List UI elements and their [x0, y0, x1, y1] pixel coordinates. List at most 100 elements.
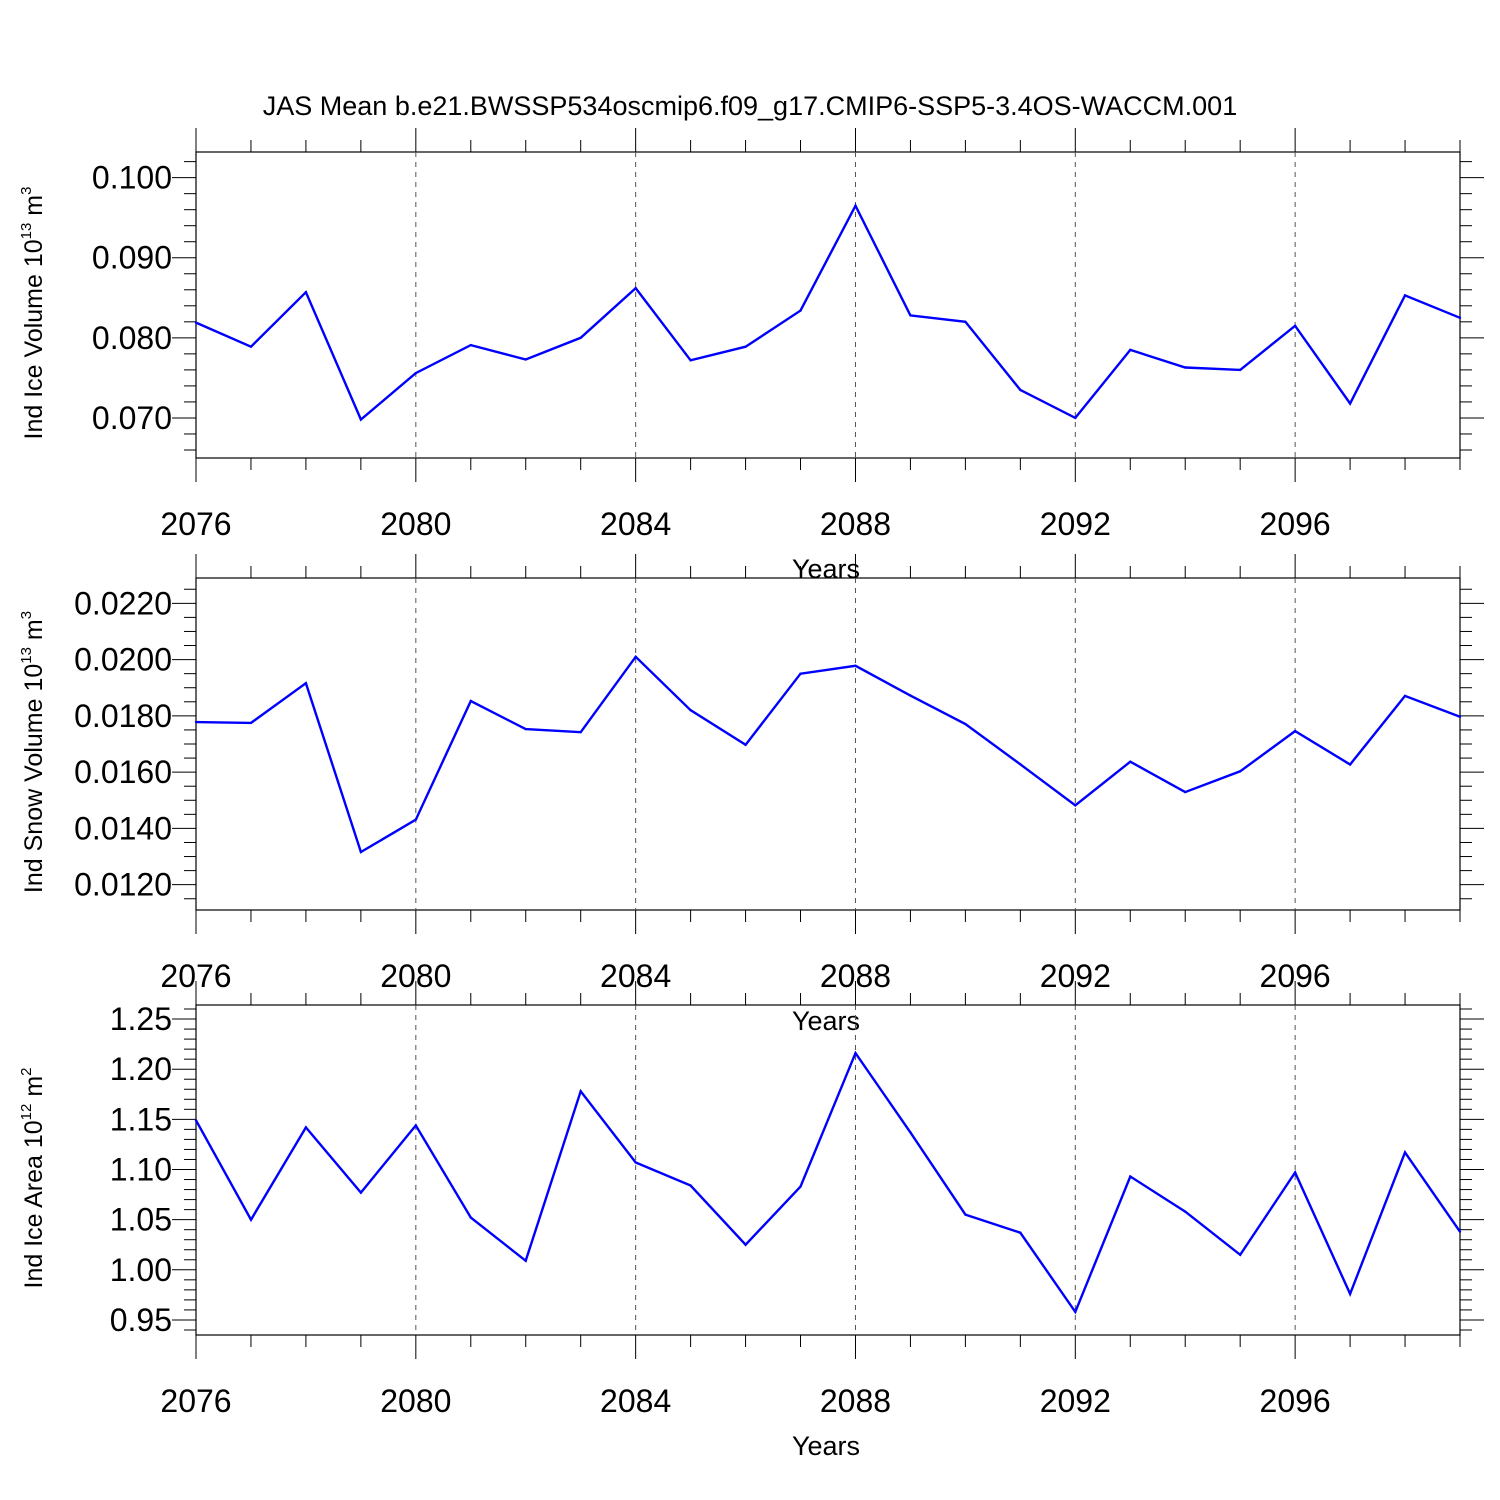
snow-volume-y-axis-label: Ind Snow Volume 1013 m3 [18, 611, 48, 893]
snow-volume-data-point [744, 743, 747, 747]
snow-volume-data-point [579, 730, 582, 734]
ice-volume-data-point [1238, 368, 1242, 372]
ice-volume-y-tick-label: 0.100 [92, 160, 172, 196]
ice-volume-data-point [854, 204, 857, 207]
ice-volume-y-axis-label-part: m [20, 195, 48, 223]
ice-area-x-tick-label: 2080 [380, 1383, 451, 1419]
ice-volume-data-point [1293, 324, 1297, 328]
panel-snow-volume: 2076 2080 2084 2088 2092 2096Years0.01200.014… [18, 554, 1484, 1036]
panel-ice-area: 2076 2080 2084 2088 2092 2096 Years 0.95 1.00 1.0… [18, 981, 1484, 1461]
ice-volume-data-point [1348, 402, 1352, 405]
snow-volume-data-point [304, 682, 308, 685]
ice-area-data-point [854, 1051, 857, 1055]
ice-area-y-axis-label-part: 2 [18, 1068, 35, 1076]
ice-volume-y-tick-label: 0.070 [92, 400, 172, 436]
ice-volume-x-axis-label: Years [792, 554, 860, 584]
snow-volume-data-point [359, 850, 363, 854]
snow-volume-data-point [1074, 804, 1077, 807]
snow-volume-data-point [1238, 770, 1242, 773]
ice-area-y-tick-label: 1.25 [110, 1001, 172, 1037]
ice-volume-data-point [799, 309, 802, 312]
snow-volume-data-point [1348, 763, 1352, 766]
snow-volume-data-point [909, 694, 912, 697]
ice-area-data-point [1458, 1230, 1462, 1233]
ice-area-data-point [304, 1126, 308, 1129]
snow-volume-data-point [414, 818, 418, 821]
ice-volume-data-point [634, 286, 637, 290]
ice-volume-x-tick-label: 2096 [1260, 506, 1331, 542]
ice-volume-x-tick-label: 2088 [820, 506, 891, 542]
ice-volume-y-axis-label: Ind Ice Volume 1013 m3 [18, 187, 48, 440]
snow-volume-y-tick-label: 0.0180 [74, 698, 172, 734]
ice-area-series-line [194, 1050, 1461, 1315]
ice-volume-data-point [964, 320, 967, 324]
snow-volume-series-line [195, 654, 1461, 854]
ice-area-data-point [689, 1184, 692, 1187]
snow-volume-y-axis-label-part: Ind Snow Volume 10 [20, 664, 48, 893]
ice-volume-series-line [195, 203, 1461, 422]
ice-volume-plot-frame [195, 151, 1461, 459]
snow-volume-y-tick-label: 0.0120 [74, 867, 172, 903]
snow-volume-data-point [799, 672, 802, 675]
ice-area-data-point [1403, 1151, 1407, 1154]
snow-volume-data-point [1019, 763, 1022, 766]
snow-volume-data-point [689, 709, 692, 712]
ice-area-x-tick-label: 2076 [160, 1383, 231, 1419]
ice-area-data-point [1129, 1175, 1132, 1178]
ice-volume-data-point [744, 345, 747, 348]
ice-area-y-axis-label: Ind Ice Area 1012 m2 [18, 1068, 48, 1289]
ice-volume-x-tick-label: 2080 [380, 506, 451, 542]
ice-area-x-tick-label: 2084 [600, 1383, 671, 1419]
ice-area-y-axis-label-part: m [20, 1076, 48, 1104]
ice-area-data-point [799, 1185, 802, 1188]
ice-area-y-tick-label: 1.20 [110, 1051, 172, 1087]
ice-volume-data-point [1129, 348, 1132, 352]
snow-volume-y-axis-label-part: 13 [18, 647, 35, 664]
snow-volume-y-tick-label: 0.0160 [74, 754, 172, 790]
ice-area-x-tick-label: 2096 [1260, 1383, 1331, 1419]
snow-volume-data-point [1293, 729, 1297, 733]
ice-volume-data-point [249, 345, 253, 348]
snow-volume-data-point [1458, 715, 1462, 718]
ice-volume-data-point [689, 359, 692, 362]
ice-volume-data-point [304, 290, 308, 294]
ice-area-y-axis-label-part: 12 [18, 1104, 35, 1121]
ice-area-y-tick-label: 1.05 [110, 1202, 172, 1238]
ice-area-data-point [1293, 1171, 1297, 1174]
ice-volume-x-tick-label: 2076 [160, 506, 231, 542]
ice-area-plot-frame [195, 1004, 1461, 1336]
ice-volume-data-point [414, 371, 418, 375]
ice-volume-data-point [524, 358, 527, 361]
snow-volume-y-tick-label: 0.0200 [74, 642, 172, 678]
snow-volume-data-point [634, 655, 637, 658]
snow-volume-data-point [1184, 790, 1187, 794]
ice-area-data-point [359, 1191, 363, 1194]
snow-volume-y-tick-label: 0.0140 [74, 810, 172, 846]
snow-volume-data-point [1403, 694, 1407, 698]
ice-area-data-point [909, 1131, 912, 1134]
ice-area-data-point [1238, 1253, 1242, 1256]
chart-title: JAS Mean b.e21.BWSSP534oscmip6.f09_g17.C… [263, 91, 1237, 121]
ice-volume-data-point [469, 343, 472, 347]
snow-volume-x-axis-label: Years [792, 1006, 860, 1036]
snow-volume-data-point [194, 720, 198, 724]
ice-volume-x-tick-label: 2084 [600, 506, 671, 542]
snow-volume-data-point [854, 664, 857, 667]
snow-volume-data-point [1129, 760, 1132, 763]
ice-area-y-tick-label: 1.00 [110, 1252, 172, 1288]
ice-area-data-point [524, 1259, 527, 1262]
ice-area-data-point [1074, 1310, 1077, 1314]
panel-ice-volume: 2076 2080 2084 2088 2092 2096 Years 0.070 0.080 0… [18, 128, 1484, 584]
ice-volume-data-point [579, 336, 582, 340]
ice-area-data-point [1019, 1231, 1022, 1234]
ice-volume-data-point [1019, 388, 1022, 392]
snow-volume-y-tick-label: 0.0220 [74, 585, 172, 621]
ice-area-x-tick-label: 2092 [1040, 1383, 1111, 1419]
ice-area-x-tick-label: 2088 [820, 1383, 891, 1419]
ice-volume-data-point [1458, 316, 1462, 320]
ice-area-data-point [469, 1216, 472, 1219]
ice-area-x-axis-label: Years [792, 1431, 860, 1461]
ice-volume-data-point [1184, 366, 1187, 369]
ice-volume-data-point [909, 314, 912, 317]
